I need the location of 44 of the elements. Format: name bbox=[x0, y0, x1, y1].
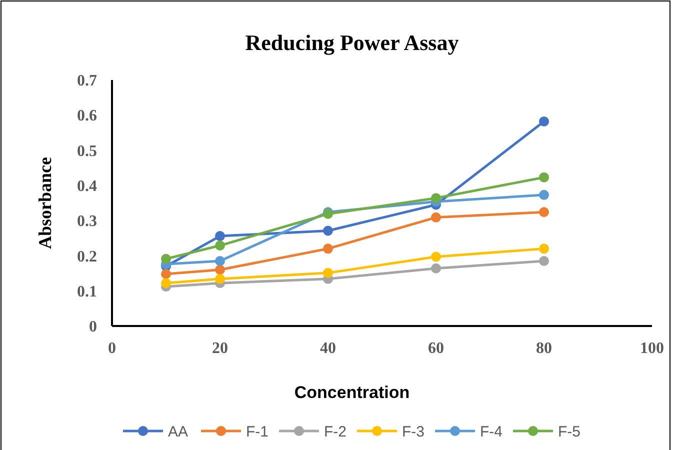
point bbox=[215, 240, 225, 251]
point bbox=[431, 212, 441, 222]
point bbox=[539, 207, 549, 218]
point bbox=[539, 172, 549, 182]
point bbox=[323, 268, 333, 278]
point bbox=[539, 256, 549, 266]
point bbox=[539, 244, 549, 254]
y-tick-label: 0.5 bbox=[77, 142, 97, 160]
point bbox=[161, 254, 171, 264]
y-tick-label: 0.1 bbox=[77, 283, 97, 300]
x-tick-label: 60 bbox=[428, 340, 444, 357]
point bbox=[161, 268, 171, 279]
chart-title: Reducing Power Assay bbox=[245, 30, 459, 55]
x-tick-label: 80 bbox=[536, 340, 552, 357]
legend-label: F-1 bbox=[246, 423, 268, 440]
x-tick-label: 100 bbox=[640, 340, 664, 357]
legend-label: F-5 bbox=[558, 423, 580, 440]
point bbox=[323, 226, 333, 236]
y-tick-label: 0.4 bbox=[77, 178, 97, 196]
point bbox=[539, 190, 549, 200]
legend-label: AA bbox=[168, 423, 188, 440]
y-tick-label: 0.7 bbox=[77, 72, 97, 90]
point bbox=[215, 274, 225, 284]
point bbox=[215, 231, 225, 242]
y-tick-label: 0.3 bbox=[77, 213, 97, 230]
point bbox=[539, 116, 549, 126]
legend-label: F-2 bbox=[324, 423, 346, 440]
legend-label: F-3 bbox=[402, 423, 424, 440]
x-axis-title: Concentration bbox=[294, 383, 410, 402]
y-tick-label: 0.2 bbox=[77, 248, 97, 266]
x-tick-label: 40 bbox=[320, 340, 336, 357]
y-axis-title: Absorbance bbox=[35, 156, 55, 250]
y-tick-label: 0.6 bbox=[77, 108, 97, 125]
point bbox=[431, 252, 441, 262]
point bbox=[431, 263, 441, 274]
y-tick-label: 0 bbox=[89, 318, 97, 336]
x-tick-label: 0 bbox=[108, 340, 116, 357]
point bbox=[161, 278, 171, 288]
legend-label: F-4 bbox=[480, 423, 502, 440]
x-tick-label: 20 bbox=[212, 340, 228, 357]
point bbox=[215, 264, 225, 275]
point bbox=[431, 193, 441, 204]
point bbox=[323, 244, 333, 254]
point bbox=[215, 256, 225, 266]
